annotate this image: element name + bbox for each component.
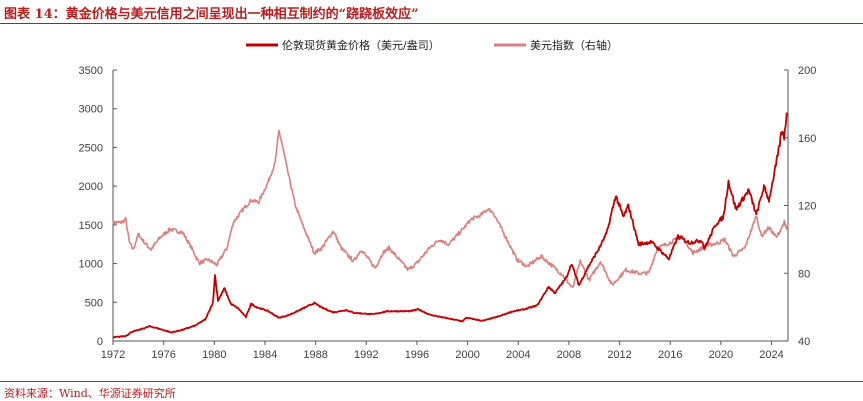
legend: 伦敦现货黄金价格（美元/盎司） 美元指数（右轴） — [246, 38, 618, 52]
right-axis-tick-label: 160 — [798, 133, 816, 145]
x-axis-tick-label: 1976 — [151, 349, 175, 361]
legend-label-gold: 伦敦现货黄金价格（美元/盎司） — [282, 38, 440, 52]
x-axis-tick-label: 2004 — [506, 349, 530, 361]
right-axis-tick-label: 120 — [798, 201, 816, 213]
right-axis-tick-label: 40 — [798, 336, 810, 348]
legend-label-dollar-index: 美元指数（右轴） — [530, 38, 618, 52]
x-axis-tick-label: 2024 — [759, 349, 783, 361]
x-axis-tick-label: 2000 — [455, 349, 479, 361]
left-axis-tick-label: 3500 — [79, 65, 103, 77]
left-axis-tick-label: 1000 — [79, 259, 103, 271]
x-axis-tick-label: 1984 — [253, 349, 277, 361]
x-axis-tick-label: 1972 — [101, 349, 125, 361]
figure-title: 图表 14：黄金价格与美元信用之间呈现出一种相互制约的“跷跷板效应” — [4, 7, 419, 22]
left-axis-tick-label: 1500 — [79, 220, 103, 232]
x-axis-tick-label: 2008 — [557, 349, 581, 361]
source-note: 资料来源：Wind、华源证券研究所 — [4, 387, 176, 400]
x-axis-tick-label: 2016 — [658, 349, 682, 361]
x-axis-tick-label: 2012 — [607, 349, 631, 361]
left-axis-tick-label: 3000 — [79, 104, 103, 116]
right-axis-tick-label: 200 — [798, 65, 816, 77]
source-divider — [0, 381, 863, 382]
series-layer — [112, 112, 789, 339]
x-axis-tick-label: 1980 — [202, 349, 226, 361]
x-axis-tick-label: 1988 — [303, 349, 327, 361]
right-axis-tick-label: 80 — [798, 268, 810, 280]
left-axis-tick-label: 0 — [97, 336, 103, 348]
x-axis-tick-label: 1992 — [354, 349, 378, 361]
left-axis-tick-label: 500 — [85, 297, 103, 309]
title-divider — [0, 23, 863, 24]
x-axis-tick-label: 1996 — [405, 349, 429, 361]
axes: 0 500 1000 1500 2000 2500 3000 3500 40 80 120 160 20… — [79, 65, 817, 361]
left-axis-tick-label: 2000 — [79, 181, 103, 193]
x-axis-tick-label: 2020 — [709, 349, 733, 361]
figure-header: 图表 14：黄金价格与美元信用之间呈现出一种相互制约的“跷跷板效应” — [0, 0, 863, 24]
series-line-dollar-index — [112, 129, 789, 289]
series-line-gold-price — [112, 112, 788, 339]
left-axis-tick-label: 2500 — [79, 142, 103, 154]
